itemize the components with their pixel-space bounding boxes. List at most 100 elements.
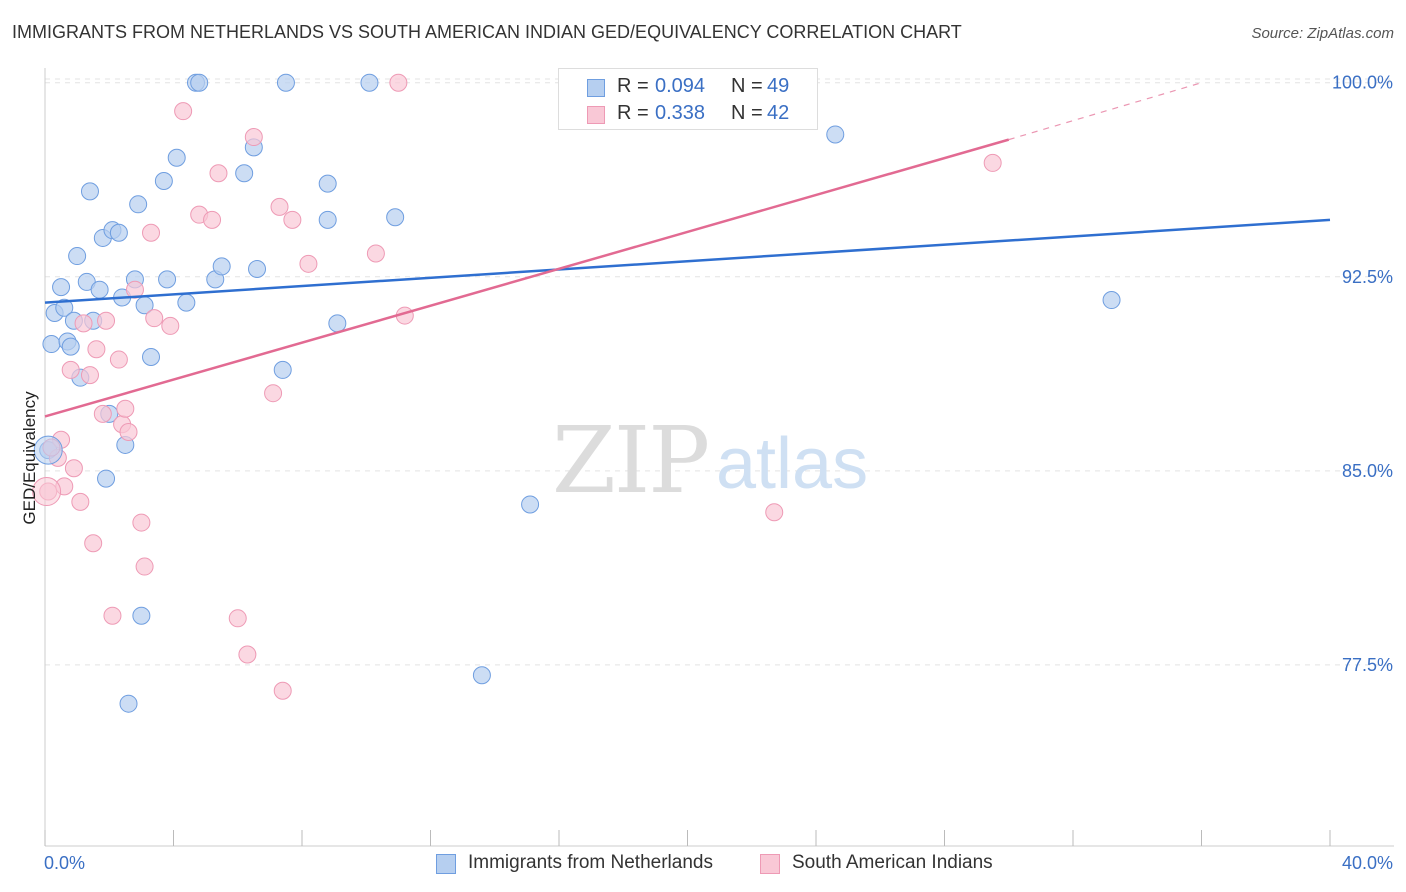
south-american-indian-point	[125, 280, 144, 299]
legend-label: South American Indians	[792, 852, 993, 873]
south-american-indian-point	[119, 423, 138, 442]
south-american-indian-point	[84, 534, 103, 553]
legend-swatch-blue	[587, 79, 605, 97]
label-layer: 77.5% 85.0% 92.5% 100.0% 0.0% 40.0%	[44, 73, 1393, 873]
x-tick-label: 0.0%	[44, 853, 85, 873]
netherlands-cluster-point	[33, 435, 63, 465]
south-american-indian-point	[135, 557, 154, 576]
netherlands-point	[68, 247, 87, 266]
netherlands-point	[158, 270, 177, 289]
south-american-indian-point	[238, 645, 257, 664]
netherlands-point	[90, 280, 109, 299]
legend-r-value: 0.338	[655, 102, 706, 124]
south-american-indian-point	[142, 223, 161, 242]
south-american-indian-point	[80, 366, 99, 385]
south-american-indian-point	[132, 513, 151, 532]
south-american-indian-point	[203, 210, 222, 229]
y-tick-label: 100.0%	[1332, 73, 1393, 93]
legend-r-value: 0.094	[655, 75, 706, 97]
netherlands-point	[521, 495, 540, 514]
legend-n-value: 42	[767, 102, 790, 124]
y-axis-label: GED/Equivalency	[20, 391, 39, 525]
watermark-zip: ZIP	[552, 407, 708, 514]
legend-n-label: N =	[731, 102, 763, 124]
trend-layer	[44, 82, 1331, 418]
legend-swatch-pink	[587, 106, 605, 124]
south-american-indian-point	[283, 210, 302, 229]
netherlands-point	[276, 73, 295, 92]
netherlands-point	[248, 259, 267, 278]
netherlands-point	[177, 293, 196, 312]
south-american-indian-point	[209, 164, 228, 183]
netherlands-point	[167, 148, 186, 167]
series-south-american-indians	[39, 73, 1002, 700]
legend-r-label: R =	[617, 75, 649, 97]
legend-n-value: 49	[767, 75, 790, 97]
netherlands-point	[273, 360, 292, 379]
legend-swatch-blue	[436, 854, 456, 874]
source-credit: Source: ZipAtlas.com	[1251, 25, 1394, 42]
netherlands-point	[80, 182, 99, 201]
south-american-indian-point	[244, 128, 263, 147]
netherlands-point	[386, 208, 405, 227]
south-american-indian-point	[299, 254, 318, 273]
x-tick-label: 40.0%	[1342, 853, 1393, 873]
south-american-indian-point	[64, 459, 83, 478]
south-american-indian-point	[161, 316, 180, 335]
south-american-indian-point	[71, 492, 90, 511]
south-american-indian-point	[87, 340, 106, 359]
south-american-indian-point	[145, 309, 164, 328]
watermark: ZIP atlas	[552, 407, 868, 514]
trendline-south-american-indians-extension	[1008, 82, 1202, 141]
south-american-indian-point	[116, 399, 135, 418]
south-american-indian-point	[93, 404, 112, 423]
netherlands-point	[97, 469, 116, 488]
netherlands-point	[109, 223, 128, 242]
netherlands-point	[190, 73, 209, 92]
south-american-indian-point	[270, 197, 289, 216]
y-tick-label: 77.5%	[1342, 655, 1393, 675]
netherlands-point	[52, 278, 71, 297]
points-layer	[32, 73, 1121, 713]
netherlands-point	[328, 314, 347, 333]
south-american-indian-cluster-point	[32, 477, 62, 507]
netherlands-point	[129, 195, 148, 214]
south-american-indian-point	[174, 102, 193, 121]
netherlands-point	[55, 298, 74, 317]
south-american-indian-point	[366, 244, 385, 263]
south-american-indian-point	[389, 73, 408, 92]
netherlands-point	[42, 335, 61, 354]
legend-label: Immigrants from Netherlands	[468, 852, 713, 873]
south-american-indian-point	[61, 360, 80, 379]
netherlands-point	[154, 172, 173, 191]
south-american-indian-point	[109, 350, 128, 369]
netherlands-point	[826, 125, 845, 144]
south-american-indian-point	[765, 503, 784, 522]
netherlands-point	[318, 174, 337, 193]
south-american-indian-point	[103, 606, 122, 625]
netherlands-point	[318, 210, 337, 229]
legend-n-label: N =	[731, 75, 763, 97]
south-american-indian-point	[97, 311, 116, 330]
series-netherlands	[39, 73, 1121, 713]
watermark-atlas: atlas	[716, 424, 868, 504]
netherlands-point	[360, 73, 379, 92]
legend-swatch-pink	[760, 854, 780, 874]
netherlands-point	[235, 164, 254, 183]
netherlands-point	[212, 257, 231, 276]
south-american-indian-point	[228, 609, 247, 628]
trendline-netherlands	[44, 218, 1331, 304]
netherlands-point	[142, 347, 161, 366]
south-american-indian-point	[74, 314, 93, 333]
trendline-south-american-indians	[44, 138, 1010, 418]
netherlands-point	[1102, 291, 1121, 310]
y-tick-label: 85.0%	[1342, 461, 1393, 481]
south-american-indian-point	[273, 681, 292, 700]
correlation-legend: R = 0.094 N = 49 R = 0.338 N = 42	[558, 68, 818, 130]
legend-r-label: R =	[617, 102, 649, 124]
netherlands-point	[119, 694, 138, 713]
south-american-indian-point	[983, 153, 1002, 172]
netherlands-point	[61, 337, 80, 356]
netherlands-point	[132, 606, 151, 625]
